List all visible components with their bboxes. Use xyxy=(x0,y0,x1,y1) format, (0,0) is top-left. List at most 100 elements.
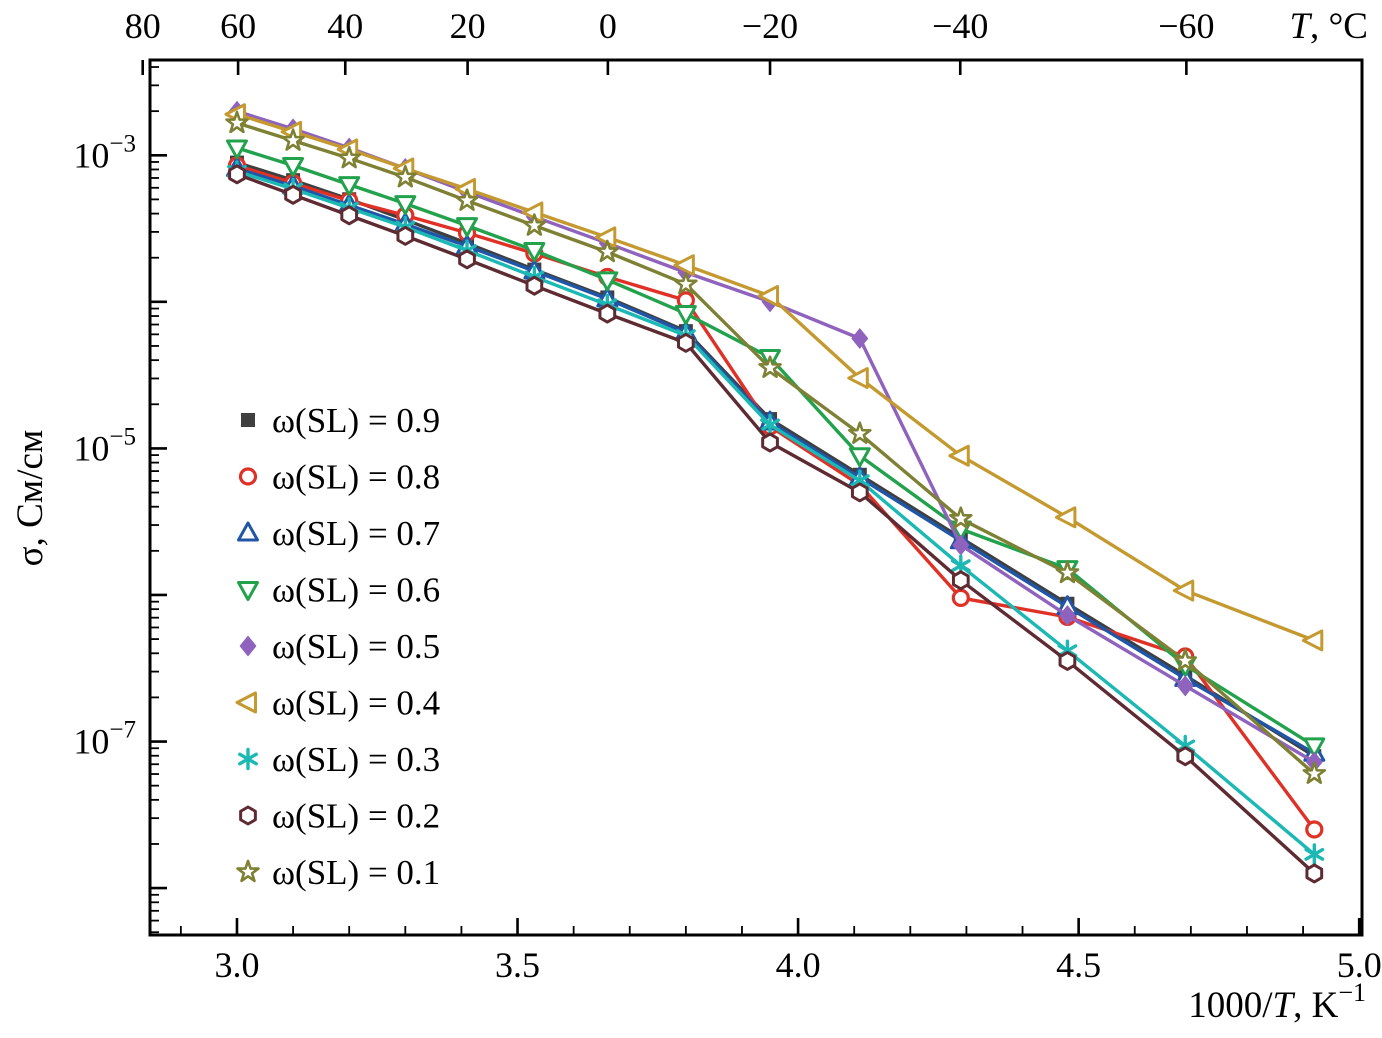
top-tick-label: −20 xyxy=(742,6,798,46)
legend-item-w08: ω(SL) = 0.8 xyxy=(238,458,440,497)
series-line-w01 xyxy=(235,121,1316,776)
diamond-marker xyxy=(851,327,869,349)
hexagon-marker xyxy=(677,332,695,353)
triangle-down-marker xyxy=(848,447,871,468)
triangle-left-marker xyxy=(1054,506,1077,529)
triangle-down-marker xyxy=(523,242,546,263)
hexagon-marker xyxy=(1176,746,1195,767)
y-tick-label: 10−3 xyxy=(73,130,136,175)
triangle-down-marker xyxy=(596,271,619,292)
hexagon-marker xyxy=(525,275,544,296)
star-marker xyxy=(393,164,418,188)
star-marker xyxy=(1055,560,1080,584)
star-marker xyxy=(236,859,260,883)
top-tick-label: −60 xyxy=(1158,6,1214,46)
series-line-w03 xyxy=(235,169,1316,857)
legend-label: ω(SL) = 0.4 xyxy=(272,684,440,723)
hexagon-marker xyxy=(239,805,257,826)
legend-label: ω(SL) = 0.8 xyxy=(272,458,440,497)
square-marker xyxy=(241,413,255,427)
triangle-left-marker xyxy=(1172,579,1195,602)
star-marker xyxy=(674,271,698,295)
triangle-down-marker xyxy=(674,305,697,326)
star-marker xyxy=(758,355,782,378)
triangle-down-marker xyxy=(225,139,248,160)
series-w04 xyxy=(224,103,1324,652)
circle-marker xyxy=(238,467,258,486)
star-marker xyxy=(281,128,305,151)
triangle-left-marker xyxy=(673,254,695,277)
series-line-w04 xyxy=(235,112,1316,643)
star-marker xyxy=(1173,648,1198,672)
asterisk-marker xyxy=(760,413,780,437)
legend-label: ω(SL) = 0.5 xyxy=(272,627,440,666)
legend-item-w01: ω(SL) = 0.1 xyxy=(236,853,440,892)
legend: ω(SL) = 0.9 ω(SL) = 0.8 ω(SL) = 0.7 ω(SL) =… xyxy=(235,401,440,892)
triangle-down-marker xyxy=(338,176,361,197)
diamond-marker xyxy=(952,534,970,556)
y-axis: 10−3 10−5 10−7 xyxy=(73,66,167,934)
series-w02 xyxy=(228,164,1324,884)
top-tick-label: 60 xyxy=(220,6,256,46)
triangle-left-marker xyxy=(1301,629,1324,652)
circle-marker xyxy=(1305,820,1324,839)
star-marker xyxy=(225,110,249,134)
triangle-down-marker xyxy=(394,195,417,216)
legend-label: ω(SL) = 0.2 xyxy=(272,797,440,836)
legend-item-w04: ω(SL) = 0.4 xyxy=(235,684,440,723)
top-tick-label: 20 xyxy=(450,6,486,46)
legend-label: ω(SL) = 0.1 xyxy=(272,853,440,892)
hexagon-marker xyxy=(850,482,869,503)
top-axis: 80 60 40 20 0 −20 −40 −60 T, °C xyxy=(125,6,1368,75)
x-tick-label: 4.5 xyxy=(1056,945,1101,985)
legend-item-w07: ω(SL) = 0.7 xyxy=(237,514,440,553)
triangle-left-marker xyxy=(757,284,780,307)
hexagon-marker xyxy=(228,164,246,185)
star-marker xyxy=(1302,761,1327,784)
legend-item-w03: ω(SL) = 0.3 xyxy=(238,740,440,779)
legend-item-w09: ω(SL) = 0.9 xyxy=(241,401,440,440)
x-axis-label: 1000/T, K−1 xyxy=(1188,978,1366,1026)
hexagon-marker xyxy=(1305,863,1324,884)
triangle-down-marker xyxy=(1303,737,1326,758)
diamond-marker xyxy=(239,635,257,657)
triangle-up-marker xyxy=(237,521,259,542)
legend-item-w05: ω(SL) = 0.5 xyxy=(239,627,440,666)
triangle-left-marker xyxy=(847,367,869,390)
top-tick-label: 40 xyxy=(327,6,363,46)
y-axis-label: σ, См/см xyxy=(10,430,51,567)
y-tick-label: 10−5 xyxy=(73,423,136,468)
star-marker xyxy=(595,239,620,263)
top-tick-label: −40 xyxy=(932,6,988,46)
plot-frame xyxy=(148,58,1364,937)
hexagon-marker xyxy=(458,249,476,270)
top-axis-label: T, °C xyxy=(1289,6,1368,47)
hexagon-marker xyxy=(951,570,970,591)
triangle-left-marker xyxy=(594,226,617,249)
series-line-w07 xyxy=(235,166,1316,755)
triangle-down-marker xyxy=(456,217,479,238)
x-tick-label: 5.0 xyxy=(1337,945,1382,985)
x-tick-label: 3.0 xyxy=(214,945,259,985)
asterisk-marker xyxy=(1304,843,1325,866)
triangle-left-marker xyxy=(235,691,257,714)
series-line-w02 xyxy=(235,172,1316,876)
diamond-marker xyxy=(1058,604,1076,626)
diamond-marker xyxy=(1176,675,1194,697)
top-tick-label: 80 xyxy=(125,6,161,46)
asterisk-marker xyxy=(238,747,258,771)
star-marker xyxy=(949,506,973,529)
legend-item-w06: ω(SL) = 0.6 xyxy=(237,571,440,610)
hexagon-marker xyxy=(340,205,359,226)
data-series-layer xyxy=(224,100,1327,884)
legend-item-w02: ω(SL) = 0.2 xyxy=(239,797,440,836)
hexagon-marker xyxy=(284,184,302,205)
series-w01 xyxy=(225,110,1327,784)
hexagon-marker xyxy=(761,432,779,453)
star-marker xyxy=(848,421,872,444)
legend-label: ω(SL) = 0.3 xyxy=(272,740,440,779)
legend-label: ω(SL) = 0.9 xyxy=(272,401,440,440)
